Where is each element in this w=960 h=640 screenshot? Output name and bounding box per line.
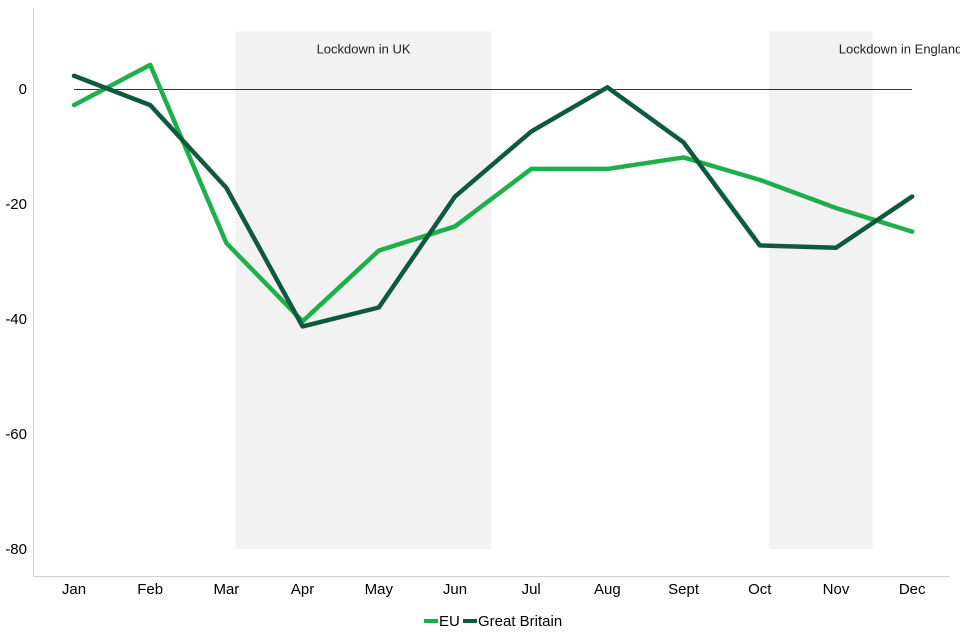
series-line-eu [71,62,915,324]
x-tick-label: Dec [899,581,926,598]
y-tick-label: -80 [5,541,27,558]
legend: EU Great Britain [424,613,562,630]
x-tick-label: Jun [443,581,467,598]
x-tick-label: Feb [137,581,163,598]
shaded-region-1 [768,31,873,549]
y-tick-label: -20 [5,196,27,213]
shaded-regions: Lockdown in UK Lockdown in England [235,31,960,549]
x-tick-label: Jan [62,581,86,598]
series-line-great-britain [71,73,915,329]
shaded-region-label-0: Lockdown in UK [317,41,411,56]
x-tick-label: Aug [594,581,621,598]
x-tick-label: May [365,581,394,598]
x-tick-label: Nov [823,581,850,598]
shaded-region-label-1: Lockdown in England [839,41,960,56]
y-tick-label: -60 [5,426,27,443]
shaded-region-0 [235,31,492,549]
x-tick-label: Oct [748,581,772,598]
x-tick-label: Sept [668,581,700,598]
y-tick-labels: 0 -20 -40 -60 -80 [5,81,27,558]
x-tick-label: Mar [213,581,239,598]
series-lines [71,62,915,329]
x-tick-label: Jul [522,581,541,598]
legend-label: Great Britain [478,613,562,630]
legend-label: EU [439,613,460,630]
y-tick-label: 0 [19,81,27,98]
x-tick-labels: Jan Feb Mar Apr May Jun Jul Aug Sept Oct Nov Dec [62,581,926,598]
y-tick-label: -40 [5,311,27,328]
x-tick-label: Apr [291,581,314,598]
